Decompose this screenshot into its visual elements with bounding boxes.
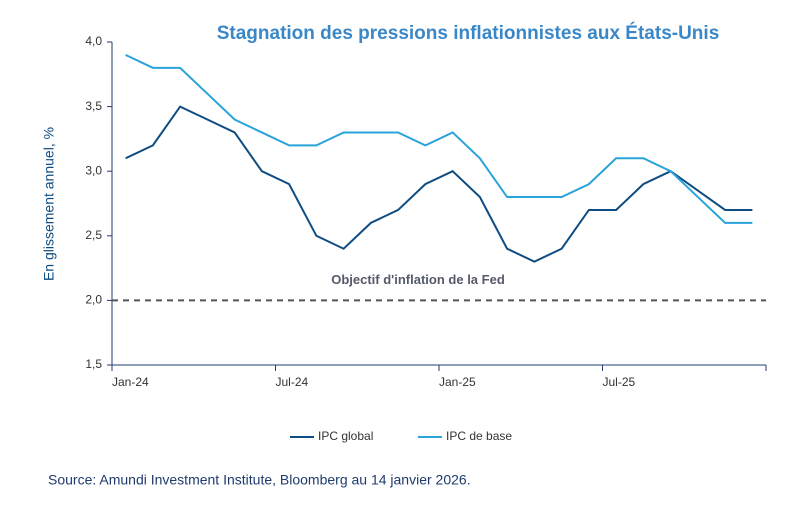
x-tick-label: Jul-25 <box>603 375 636 389</box>
legend-label: IPC de base <box>446 429 512 443</box>
x-tick-label: Jan-24 <box>112 375 149 389</box>
x-tick-label: Jul-24 <box>276 375 309 389</box>
y-tick-label: 2,5 <box>85 228 102 242</box>
y-tick-label: 1,5 <box>85 357 102 371</box>
x-tick-label: Jan-25 <box>439 375 476 389</box>
series-line <box>125 105 753 263</box>
reference-label: Objectif d'inflation de la Fed <box>331 272 505 287</box>
y-tick-label: 4,0 <box>85 34 102 48</box>
chart-title: Stagnation des pressions inflationnistes… <box>217 22 720 44</box>
y-tick-label: 2,0 <box>85 293 102 307</box>
y-axis-label: En glissement annuel, % <box>41 127 57 281</box>
source: Source: Amundi Investment Institute, Blo… <box>48 472 471 488</box>
y-tick-label: 3,0 <box>85 163 102 177</box>
legend-label: IPC global <box>318 429 373 443</box>
series-line <box>125 54 753 224</box>
y-tick-label: 3,5 <box>85 99 102 113</box>
